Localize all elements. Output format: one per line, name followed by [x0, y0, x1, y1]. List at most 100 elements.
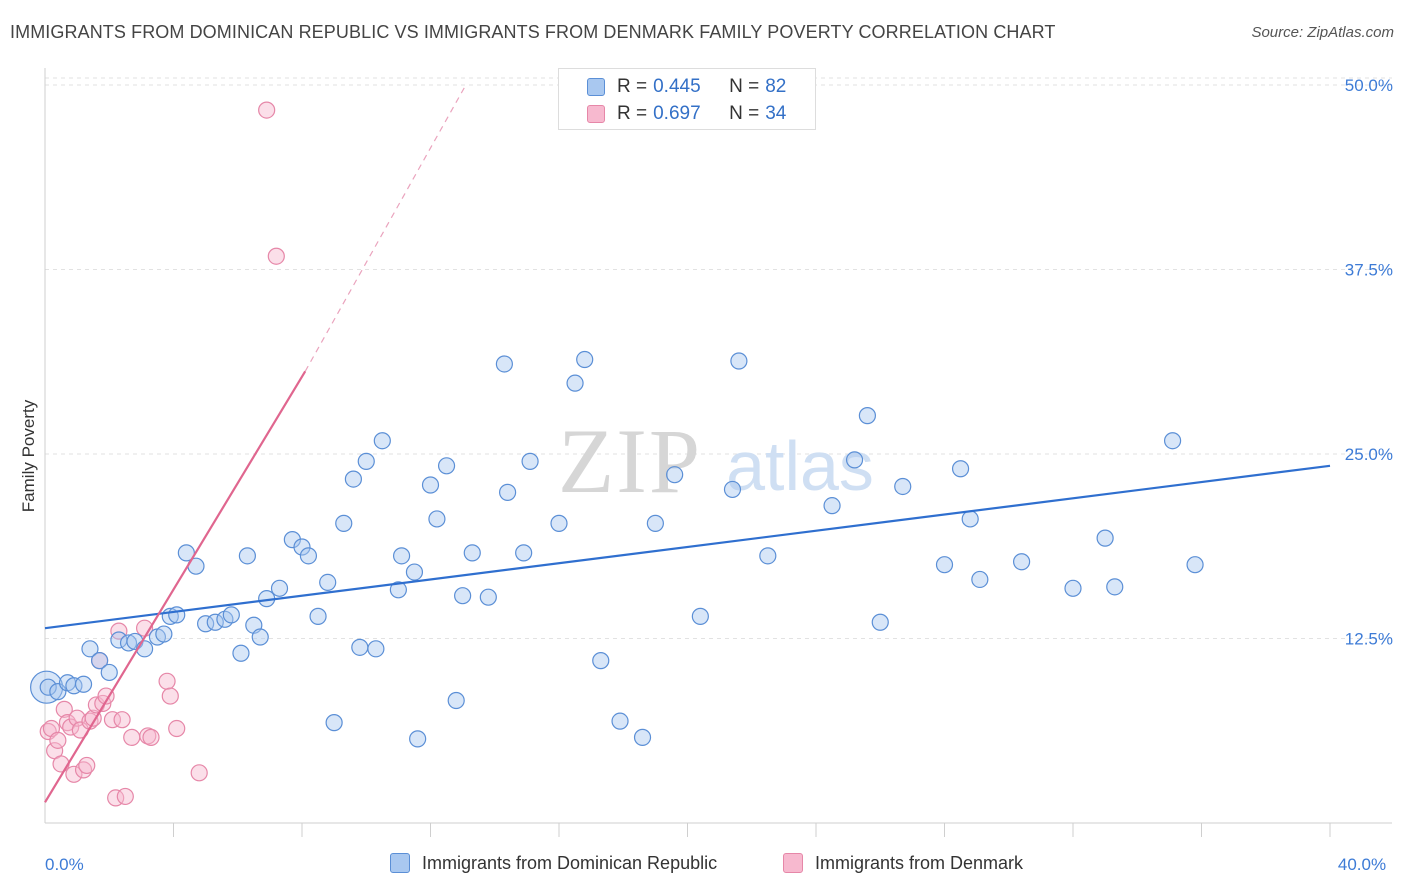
dominican-point: [319, 573, 337, 592]
denmark-point: [103, 711, 122, 729]
dominican-point: [251, 628, 269, 646]
dominican-point: [961, 510, 979, 528]
dominican-point: [611, 712, 629, 730]
dominican-point: [823, 497, 841, 515]
denmark-point: [97, 687, 115, 705]
r-value-dominican: 0.445: [653, 76, 701, 97]
dominican-point: [521, 452, 539, 470]
legend-label-dominican: Immigrants from Dominican Republic: [422, 852, 718, 873]
denmark-point: [78, 756, 96, 775]
dominican-point: [845, 451, 864, 469]
watermark: ZIP atlas: [558, 410, 874, 512]
denmark-point: [168, 719, 186, 738]
dominican-point: [499, 483, 517, 501]
dominican-point: [119, 634, 138, 652]
dominican-point: [206, 613, 224, 631]
watermark-zip: ZIP: [558, 410, 702, 512]
denmark-point: [52, 755, 70, 773]
dominican-point: [666, 466, 684, 484]
denmark-point: [113, 711, 131, 729]
dominican-points: [30, 350, 1204, 748]
n-label: N =: [729, 76, 760, 97]
pink-swatch: [587, 105, 605, 123]
dominican-point: [389, 581, 407, 599]
dominican-point: [592, 652, 610, 670]
dominican-point: [646, 514, 664, 532]
dominican-point: [81, 640, 99, 658]
trend-lines: [44, 84, 1331, 803]
dominican-point: [858, 407, 877, 425]
denmark-point: [123, 728, 141, 746]
denmark-point: [49, 731, 67, 749]
dominican-point: [293, 538, 311, 556]
dominican-point: [1096, 529, 1114, 547]
dominican-point: [871, 613, 889, 631]
dominican-point: [759, 547, 777, 565]
correlation-legend: R = 0.445 N = 82 R = 0.697 N = 34: [558, 68, 816, 130]
dominican-point: [91, 652, 109, 670]
r-value-denmark: 0.697: [653, 103, 701, 124]
denmark-point: [158, 672, 176, 690]
denmark-point: [161, 687, 179, 705]
dominican-point: [428, 510, 446, 528]
dominican-point: [1106, 578, 1124, 596]
pink-swatch: [783, 853, 803, 873]
denmark-point: [258, 101, 276, 119]
legend-item-dominican: Immigrants from Dominican Republic: [390, 850, 717, 876]
blue-swatch: [390, 853, 410, 873]
legend-label-denmark: Immigrants from Denmark: [815, 852, 1024, 873]
dominican-point: [437, 457, 456, 475]
dominican-point: [351, 638, 369, 656]
chart-title: IMMIGRANTS FROM DOMINICAN REPUBLIC VS IM…: [10, 22, 1056, 42]
dominican-trend-line: [44, 464, 1331, 630]
dominican-point: [325, 714, 343, 732]
dominican-point: [1186, 556, 1204, 574]
dominican-point: [39, 678, 57, 696]
dominican-point: [447, 691, 465, 710]
source-label: Source: ZipAtlas.com: [1251, 24, 1394, 41]
dominican-point: [479, 588, 497, 606]
denmark-point: [267, 247, 285, 265]
dominican-point: [1163, 432, 1182, 450]
dominican-point: [270, 579, 289, 597]
dominican-point: [495, 355, 513, 373]
denmark-point: [55, 700, 73, 718]
dominican-point: [238, 547, 256, 565]
dominican-point: [971, 570, 989, 589]
dominican-point: [730, 352, 748, 370]
dominican-point: [344, 470, 362, 488]
dominican-point: [405, 563, 424, 581]
dominican-point: [373, 432, 391, 450]
dominican-point: [30, 670, 64, 704]
dominican-point: [168, 606, 186, 624]
y-tick-label: 50.0%: [1345, 76, 1393, 95]
dominican-point: [463, 544, 481, 562]
dominican-point: [232, 644, 250, 662]
denmark-point: [142, 728, 160, 746]
y-tick-label: 12.5%: [1345, 630, 1393, 649]
tick-labels: 12.5% 25.0% 37.5% 50.0% 0.0% 40.0%: [45, 76, 1393, 874]
r-label: R =: [617, 103, 648, 124]
denmark-point: [62, 718, 80, 736]
legend-row-dominican: R = 0.445 N = 82: [587, 75, 786, 99]
n-value-denmark: 34: [765, 103, 787, 124]
dominican-point: [155, 625, 173, 643]
legend-row-denmark: R = 0.697 N = 34: [587, 102, 786, 126]
dominican-point: [309, 607, 327, 625]
denmark-point: [110, 622, 128, 640]
dominican-point: [367, 640, 385, 658]
dominican-point: [409, 730, 427, 748]
dominican-point: [691, 607, 709, 625]
dominican-point: [515, 544, 533, 562]
dominican-point: [135, 640, 154, 658]
dominican-point: [335, 514, 353, 532]
denmark-trend-line: [44, 370, 307, 803]
x-tick-label: 40.0%: [1338, 855, 1386, 874]
dominican-point: [576, 350, 594, 369]
axes: [44, 68, 1392, 837]
denmark-trend-extension: [304, 84, 467, 372]
r-label: R =: [617, 76, 648, 97]
dominican-point: [951, 460, 970, 478]
dominican-point: [421, 476, 440, 494]
